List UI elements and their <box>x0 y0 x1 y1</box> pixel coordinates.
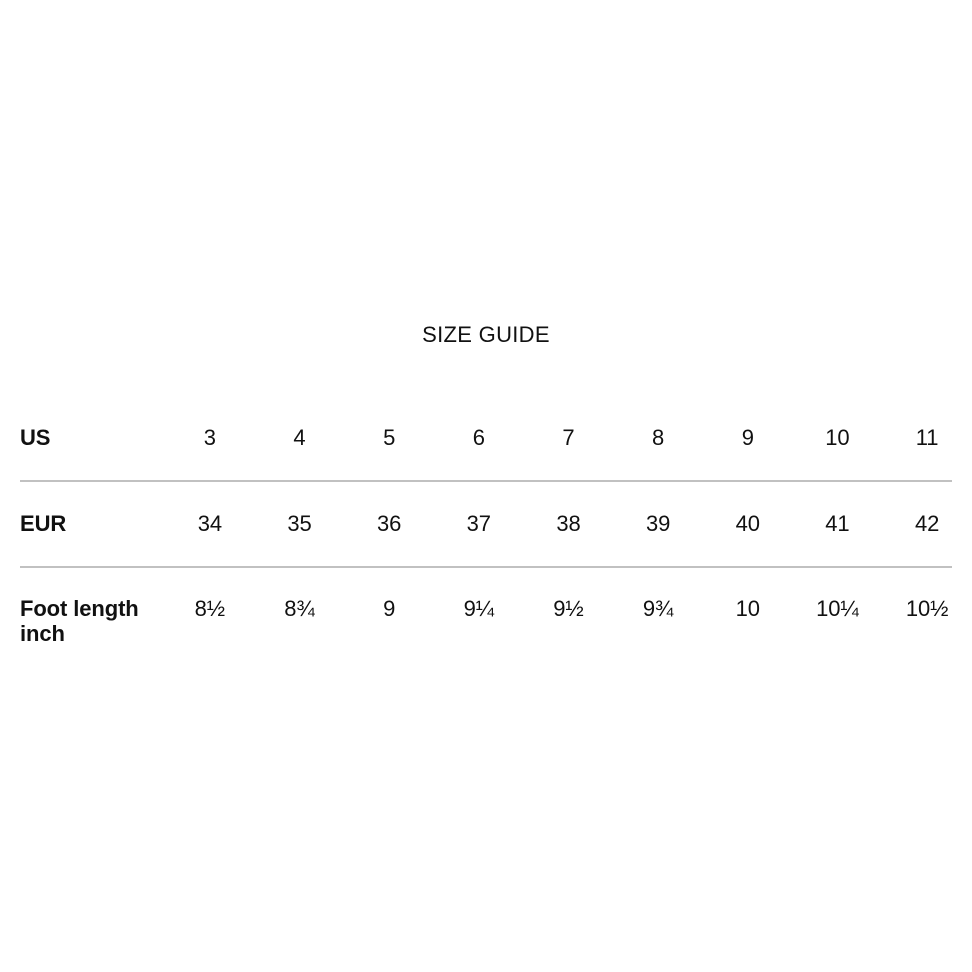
size-guide-table: US 3 4 5 6 7 8 9 10 11 EUR 34 35 36 37 3… <box>20 396 972 646</box>
table-row-us: US 3 4 5 6 7 8 9 10 11 <box>20 396 972 480</box>
size-cell: 5 <box>383 425 396 450</box>
size-cell: 41 <box>825 511 850 536</box>
size-cell: 34 <box>197 511 222 536</box>
size-cell: 7 <box>562 425 575 450</box>
row-label-eur: EUR <box>20 511 67 536</box>
size-cell: 11 <box>915 425 939 450</box>
size-cell: 10 <box>735 596 760 621</box>
size-cell: 8½ <box>194 596 226 621</box>
size-cell: 8¾ <box>284 596 315 621</box>
table-row-foot-length: Foot length inch 8½ 8¾ 9 9¼ 9½ 9¾ 10 10¼… <box>20 567 972 646</box>
divider-line <box>20 566 952 568</box>
size-cell: 9¾ <box>642 596 674 621</box>
size-cell: 10½ <box>905 596 949 621</box>
table-row-eur: EUR 34 35 36 37 38 39 40 41 42 <box>20 480 972 567</box>
size-cell: 37 <box>466 511 491 536</box>
row-label-us: US <box>20 425 51 450</box>
size-cell: 10 <box>825 425 850 450</box>
size-cell: 40 <box>735 511 760 536</box>
size-cell: 38 <box>556 511 581 536</box>
divider-line <box>20 480 952 482</box>
size-cell: 8 <box>652 425 665 450</box>
size-cell: 35 <box>287 511 312 536</box>
size-cell: 9 <box>741 425 754 450</box>
size-cell: 9½ <box>553 596 584 621</box>
size-cell: 36 <box>377 511 402 536</box>
size-cell: 9¼ <box>463 596 494 621</box>
size-cell: 9 <box>383 596 396 621</box>
size-cell: 3 <box>203 425 216 450</box>
size-guide-title: SIZE GUIDE <box>422 322 550 347</box>
size-cell: 10¼ <box>816 596 859 621</box>
size-cell: 6 <box>472 425 485 450</box>
size-cell: 4 <box>293 425 306 450</box>
size-cell: 39 <box>645 511 671 536</box>
row-label-foot-length-inch: Foot length inch <box>20 596 139 646</box>
size-cell: 42 <box>914 511 940 536</box>
